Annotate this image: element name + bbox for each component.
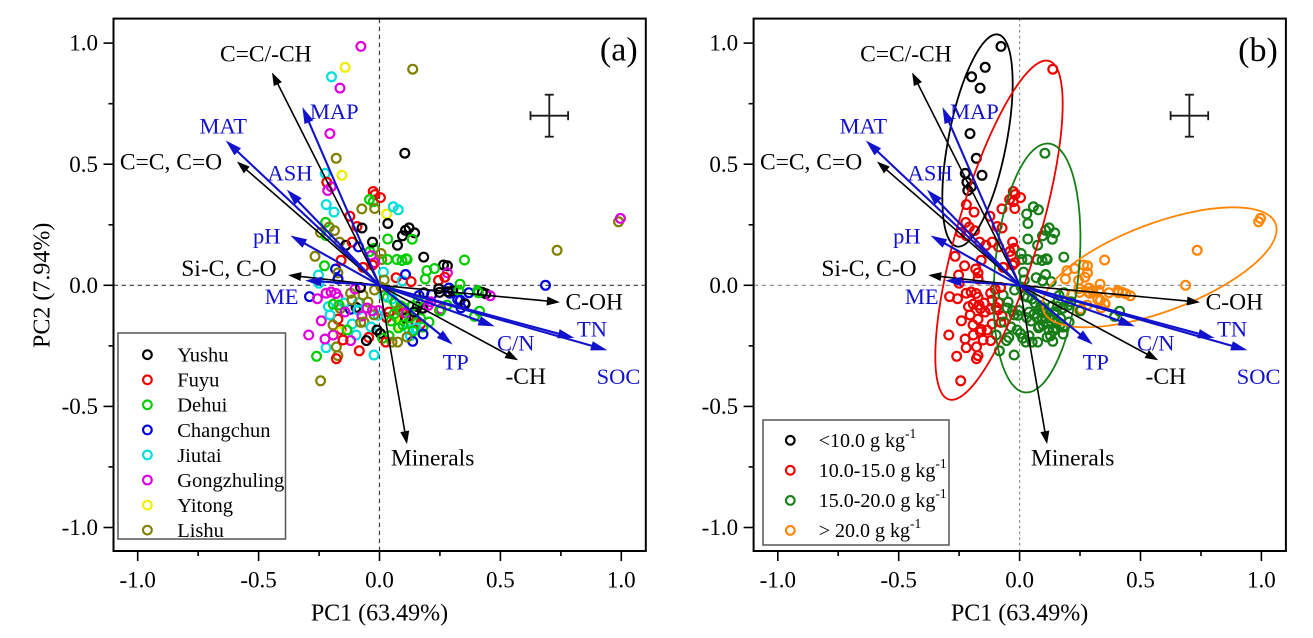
svg-text:0.5: 0.5: [709, 152, 738, 177]
svg-text:TP: TP: [443, 349, 469, 374]
svg-text:-1.0: -1.0: [62, 515, 98, 540]
svg-text:Gongzhuling: Gongzhuling: [177, 470, 284, 492]
svg-text:PC1 (63.49%): PC1 (63.49%): [311, 601, 448, 627]
svg-text:C-OH: C-OH: [1206, 290, 1263, 316]
svg-text:TN: TN: [577, 316, 607, 341]
svg-text:1.0: 1.0: [69, 31, 98, 56]
svg-text:<10.0 g kg-1: <10.0 g kg-1: [819, 426, 917, 452]
svg-text:-1.0: -1.0: [119, 568, 155, 593]
svg-text:pH: pH: [893, 224, 921, 249]
svg-text:C-OH: C-OH: [566, 290, 623, 316]
svg-text:C=C/-CH: C=C/-CH: [220, 41, 312, 67]
svg-text:-0.5: -0.5: [240, 568, 276, 593]
svg-text:10.0-15.0 g kg-1: 10.0-15.0 g kg-1: [819, 456, 947, 482]
svg-text:1.0: 1.0: [607, 568, 636, 593]
svg-text:Yitong: Yitong: [177, 495, 233, 517]
svg-text:MAP: MAP: [310, 99, 359, 124]
svg-text:1.0: 1.0: [1247, 568, 1276, 593]
svg-text:ME: ME: [265, 284, 299, 309]
svg-text:-0.5: -0.5: [62, 394, 98, 419]
svg-text:C/N: C/N: [1137, 331, 1175, 356]
svg-text:TN: TN: [1217, 316, 1247, 341]
svg-text:Fuyu: Fuyu: [177, 370, 219, 392]
svg-text:Si-C, C-O: Si-C, C-O: [821, 256, 916, 282]
svg-text:pH: pH: [253, 224, 281, 249]
svg-text:C=C, C=O: C=C, C=O: [120, 149, 222, 175]
svg-text:C=C/-CH: C=C/-CH: [860, 41, 952, 67]
svg-text:MAP: MAP: [950, 99, 999, 124]
svg-text:SOC: SOC: [1237, 364, 1281, 389]
svg-text:0.0: 0.0: [709, 273, 738, 298]
svg-text:ME: ME: [905, 284, 939, 309]
svg-text:0.5: 0.5: [69, 152, 98, 177]
svg-text:0.0: 0.0: [69, 273, 98, 298]
svg-text:0.5: 0.5: [1126, 568, 1155, 593]
svg-text:0.0: 0.0: [1005, 568, 1034, 593]
svg-text:(a): (a): [600, 32, 638, 69]
svg-text:Yushu: Yushu: [177, 345, 228, 367]
svg-text:MAT: MAT: [200, 114, 248, 139]
svg-text:PC2 (7.94%): PC2 (7.94%): [30, 223, 56, 348]
svg-text:C/N: C/N: [497, 331, 535, 356]
svg-text:> 20.0 g kg-1: > 20.0 g kg-1: [819, 516, 922, 542]
svg-text:ASH: ASH: [267, 160, 312, 185]
svg-text:SOC: SOC: [597, 364, 641, 389]
svg-text:Dehui: Dehui: [177, 395, 227, 417]
svg-text:Minerals: Minerals: [391, 446, 475, 472]
svg-text:Si-C, C-O: Si-C, C-O: [181, 256, 276, 282]
svg-text:-0.5: -0.5: [702, 394, 738, 419]
svg-text:MAT: MAT: [840, 114, 888, 139]
svg-text:C=C, C=O: C=C, C=O: [760, 149, 862, 175]
svg-text:-CH: -CH: [1146, 364, 1187, 390]
svg-text:PC1 (63.49%): PC1 (63.49%): [951, 601, 1088, 627]
svg-text:Changchun: Changchun: [177, 420, 270, 442]
svg-text:0.0: 0.0: [365, 568, 394, 593]
svg-text:-1.0: -1.0: [760, 568, 796, 593]
svg-text:15.0-20.0 g kg-1: 15.0-20.0 g kg-1: [819, 486, 947, 512]
svg-text:-0.5: -0.5: [880, 568, 916, 593]
svg-text:Jiutai: Jiutai: [177, 445, 222, 467]
svg-text:-CH: -CH: [505, 364, 546, 390]
svg-text:ASH: ASH: [908, 160, 953, 185]
svg-text:Minerals: Minerals: [1031, 446, 1115, 472]
svg-text:(b): (b): [1238, 32, 1278, 69]
svg-text:Lishu: Lishu: [177, 520, 224, 542]
svg-text:0.5: 0.5: [486, 568, 515, 593]
svg-text:TP: TP: [1083, 349, 1109, 374]
svg-text:-1.0: -1.0: [702, 515, 738, 540]
svg-text:1.0: 1.0: [709, 31, 738, 56]
